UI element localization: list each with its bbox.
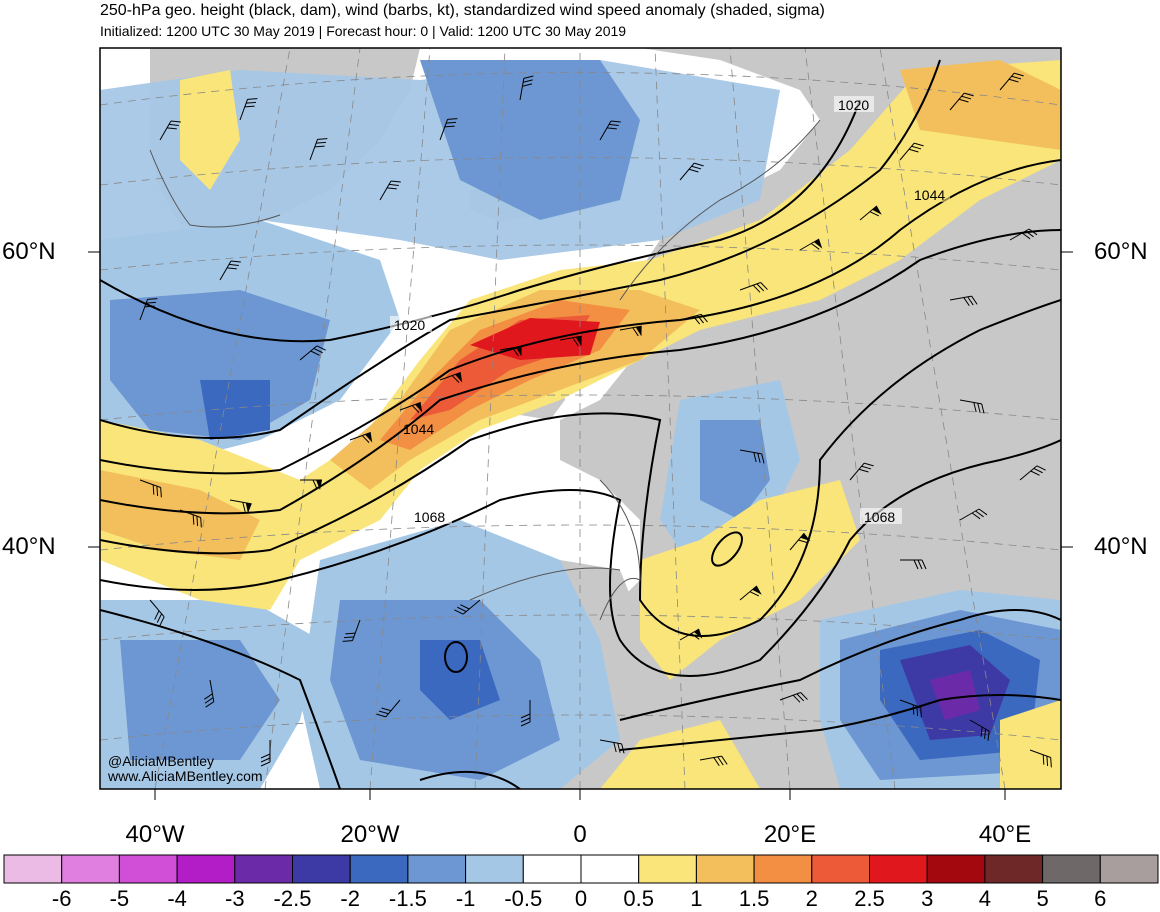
graticule <box>100 48 1061 789</box>
contour-label: 1044 <box>914 187 945 203</box>
lat-label-60n-right: 60°N <box>1094 238 1148 265</box>
contour-labels: 1020 1020 1044 1044 1068 1068 <box>390 96 950 525</box>
colorbar-tick-label: -5 <box>109 886 130 911</box>
colorbar-tick-label: -3 <box>225 886 245 911</box>
lon-label-40e: 40°E <box>978 821 1032 848</box>
colorbar-swatch <box>61 854 120 884</box>
colorbar-tick-label: -0.5 <box>504 886 543 911</box>
lat-label-40n-right: 40°N <box>1094 533 1148 560</box>
map-subtitle: Initialized: 1200 UTC 30 May 2019 | Fore… <box>100 23 627 39</box>
anomaly-neg-1 <box>110 290 330 440</box>
colorbar-tick-label: 5 <box>1036 886 1049 911</box>
colorbar-swatch <box>638 854 697 884</box>
colorbar-tick-label: 3 <box>921 886 934 911</box>
colorbar-swatch <box>869 854 928 884</box>
colorbar-tick-label: -4 <box>167 886 187 911</box>
colorbar-swatch <box>984 854 1044 884</box>
colorbar-swatch <box>118 854 178 884</box>
contour-label: 1044 <box>403 421 434 437</box>
colorbar-tick-label: 0.5 <box>623 886 654 911</box>
colorbar-tick-label: 2.5 <box>854 886 885 911</box>
lat-label-60n-left: 60°N <box>2 238 56 265</box>
colorbar-swatch <box>3 854 63 884</box>
contour-label: 1020 <box>394 317 425 333</box>
height-contours <box>100 59 1061 789</box>
coastlines <box>149 119 821 621</box>
colorbar-swatch <box>176 854 236 884</box>
colorbar-swatch <box>811 854 870 884</box>
colorbar-swatch <box>695 854 755 884</box>
anomaly-neg-1.5 <box>200 380 270 440</box>
colorbar-swatch <box>349 854 409 884</box>
colorbar-swatch <box>1042 854 1101 884</box>
colorbar-swatch <box>753 854 813 884</box>
colorbar-swatch <box>926 854 986 884</box>
anomaly-pos-1 <box>100 470 260 560</box>
anomaly-pos-1 <box>900 60 1061 150</box>
anomaly-pos-0.5 <box>1000 700 1061 789</box>
colorbar-tick-label: -1.5 <box>388 886 427 911</box>
colorbar-swatch <box>292 854 351 884</box>
contour-label: 1068 <box>414 509 445 525</box>
contour-label: 1020 <box>838 97 869 113</box>
colorbar-tick-label: -2.5 <box>273 886 312 911</box>
colorbar-swatch <box>1099 854 1159 884</box>
credit-handle: @AliciaMBentley <box>108 753 215 769</box>
lon-label-0: 0 <box>573 821 587 848</box>
colorbar-tick-label: 1.5 <box>738 886 770 911</box>
anomaly-neg-1 <box>420 60 640 220</box>
lat-label-40n-left: 40°N <box>2 533 56 560</box>
colorbar-tick-label: -2 <box>340 886 360 911</box>
colorbar-swatch <box>580 854 640 884</box>
colorbar-tick-label: -6 <box>51 886 72 911</box>
colorbar-tick-label: 1 <box>690 886 703 911</box>
anomaly-neg-1 <box>120 640 280 760</box>
credit-website: www.AliciaMBentley.com <box>108 768 263 784</box>
colorbar-tick-label: -1 <box>455 886 476 911</box>
colorbar-swatch <box>465 854 524 884</box>
map-title: 250-hPa geo. height (black, dam), wind (… <box>100 2 825 19</box>
anomaly-neg-2.5 <box>930 670 980 720</box>
lon-label-20w: 20°W <box>340 821 400 848</box>
colorbar-tick-label: 4 <box>978 886 992 911</box>
anomaly-pos-0.5 <box>180 70 240 190</box>
anomaly-pos-0.5 <box>600 720 760 789</box>
axis-ticks <box>88 251 1073 800</box>
colorbar <box>3 854 1159 884</box>
contour-label: 1068 <box>864 509 895 525</box>
colorbar-swatch <box>522 854 582 884</box>
anomaly-neg-1 <box>700 420 770 520</box>
lon-label-40w: 40°W <box>125 821 185 848</box>
map-panel: 1020 1020 1044 1044 1068 1068 <box>100 48 1061 789</box>
colorbar-tick-label: 2 <box>805 886 818 911</box>
colorbar-tick-label: 0 <box>574 886 588 911</box>
lon-label-20e: 20°E <box>763 821 817 848</box>
colorbar-tick-label: 6 <box>1094 886 1107 911</box>
colorbar-swatch <box>234 854 294 884</box>
anomaly-pos-0.5 <box>640 480 860 680</box>
colorbar-swatch <box>407 854 467 884</box>
